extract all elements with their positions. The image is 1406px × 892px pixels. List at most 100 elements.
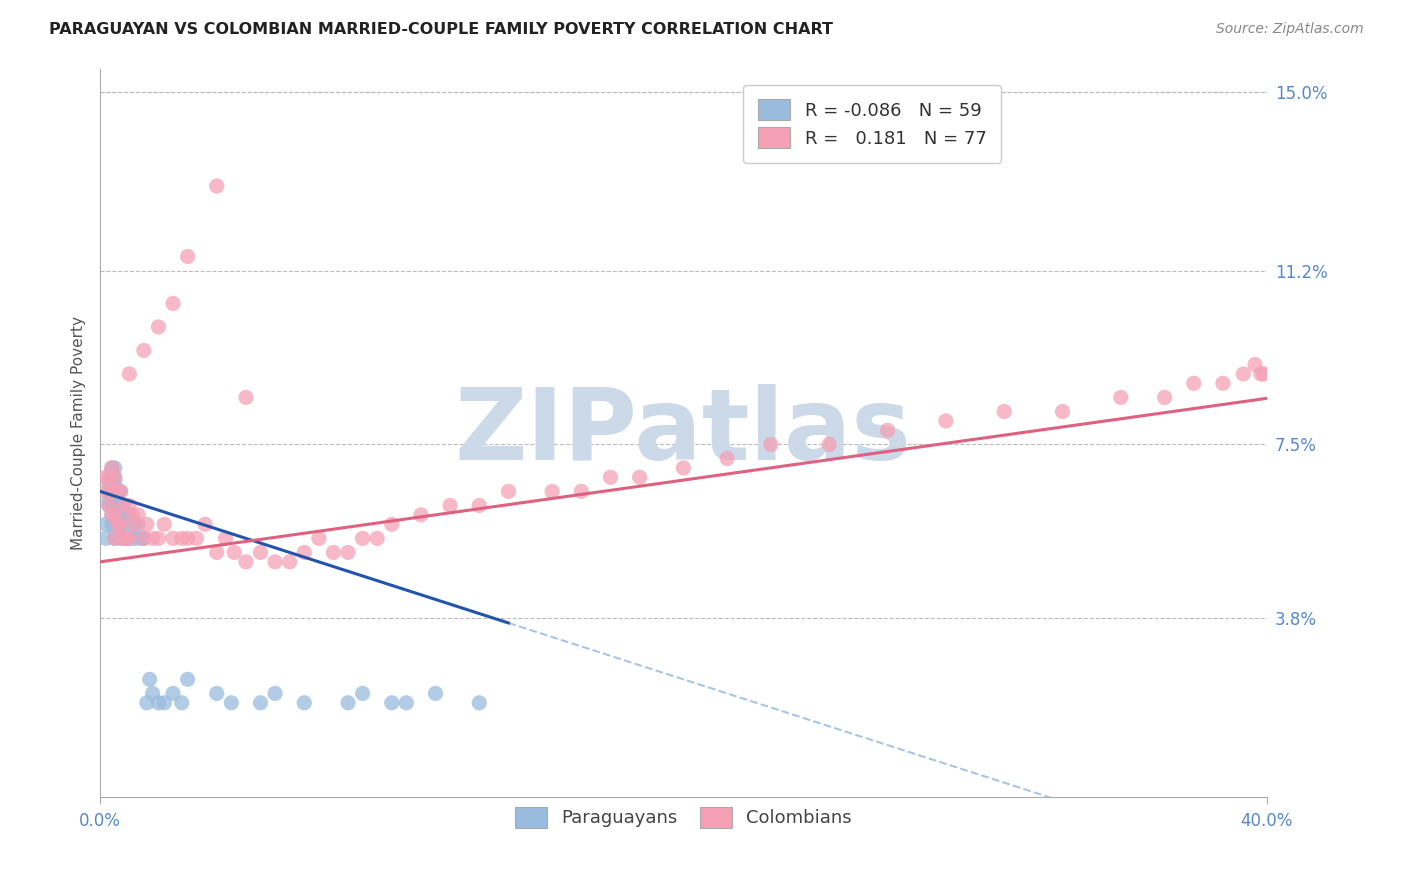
Point: [176, 532, 198, 546]
Point: [249, 545, 271, 559]
Text: Source: ZipAtlas.com: Source: ZipAtlas.com: [1216, 22, 1364, 37]
Point: [162, 296, 184, 310]
Point: [107, 517, 129, 532]
Legend: Paraguayans, Colombians: Paraguayans, Colombians: [508, 800, 859, 835]
Point: [352, 532, 374, 546]
Point: [101, 493, 124, 508]
Point: [278, 555, 301, 569]
Point: [468, 499, 491, 513]
Point: [104, 470, 127, 484]
Point: [101, 470, 124, 484]
Point: [101, 475, 124, 489]
Point: [162, 532, 184, 546]
Point: [132, 532, 155, 546]
Point: [97, 475, 120, 489]
Text: ZIPatlas: ZIPatlas: [456, 384, 912, 481]
Point: [337, 545, 360, 559]
Point: [264, 686, 287, 700]
Point: [1250, 367, 1272, 381]
Point: [118, 532, 141, 546]
Point: [148, 320, 170, 334]
Point: [118, 499, 141, 513]
Point: [148, 696, 170, 710]
Point: [162, 686, 184, 700]
Point: [127, 517, 149, 532]
Point: [101, 508, 124, 522]
Point: [97, 493, 120, 508]
Point: [104, 499, 127, 513]
Point: [599, 470, 621, 484]
Point: [115, 532, 138, 546]
Point: [716, 451, 738, 466]
Point: [110, 532, 132, 546]
Y-axis label: Married-Couple Family Poverty: Married-Couple Family Poverty: [72, 316, 86, 549]
Point: [110, 517, 132, 532]
Point: [94, 470, 117, 484]
Point: [121, 517, 143, 532]
Point: [1109, 391, 1132, 405]
Point: [205, 686, 228, 700]
Point: [107, 484, 129, 499]
Point: [308, 532, 330, 546]
Point: [97, 484, 120, 499]
Point: [104, 470, 127, 484]
Point: [249, 696, 271, 710]
Point: [381, 517, 404, 532]
Point: [235, 391, 257, 405]
Point: [110, 517, 132, 532]
Point: [1232, 367, 1254, 381]
Point: [153, 696, 176, 710]
Point: [224, 545, 246, 559]
Point: [101, 508, 124, 522]
Point: [94, 517, 117, 532]
Point: [205, 178, 228, 193]
Point: [97, 470, 120, 484]
Point: [1182, 376, 1205, 391]
Point: [132, 343, 155, 358]
Point: [112, 532, 135, 546]
Point: [97, 499, 120, 513]
Point: [498, 484, 520, 499]
Point: [235, 555, 257, 569]
Point: [569, 484, 592, 499]
Point: [129, 532, 152, 546]
Point: [170, 532, 193, 546]
Point: [205, 545, 228, 559]
Point: [112, 517, 135, 532]
Point: [672, 461, 695, 475]
Point: [148, 532, 170, 546]
Point: [104, 522, 127, 536]
Point: [101, 484, 124, 499]
Point: [1212, 376, 1234, 391]
Point: [876, 423, 898, 437]
Text: PARAGUAYAN VS COLOMBIAN MARRIED-COUPLE FAMILY POVERTY CORRELATION CHART: PARAGUAYAN VS COLOMBIAN MARRIED-COUPLE F…: [49, 22, 834, 37]
Point: [107, 499, 129, 513]
Point: [292, 696, 315, 710]
Point: [112, 499, 135, 513]
Point: [115, 532, 138, 546]
Point: [425, 686, 447, 700]
Point: [135, 517, 157, 532]
Point: [1153, 391, 1175, 405]
Point: [135, 696, 157, 710]
Point: [381, 696, 404, 710]
Point: [221, 696, 243, 710]
Point: [352, 686, 374, 700]
Point: [142, 532, 165, 546]
Point: [118, 508, 141, 522]
Point: [94, 484, 117, 499]
Point: [124, 517, 146, 532]
Point: [127, 508, 149, 522]
Point: [439, 499, 461, 513]
Point: [337, 696, 360, 710]
Point: [101, 499, 124, 513]
Point: [94, 532, 117, 546]
Point: [107, 517, 129, 532]
Point: [115, 508, 138, 522]
Point: [104, 508, 127, 522]
Point: [1244, 358, 1267, 372]
Point: [759, 437, 782, 451]
Point: [176, 250, 198, 264]
Point: [101, 461, 124, 475]
Point: [194, 517, 217, 532]
